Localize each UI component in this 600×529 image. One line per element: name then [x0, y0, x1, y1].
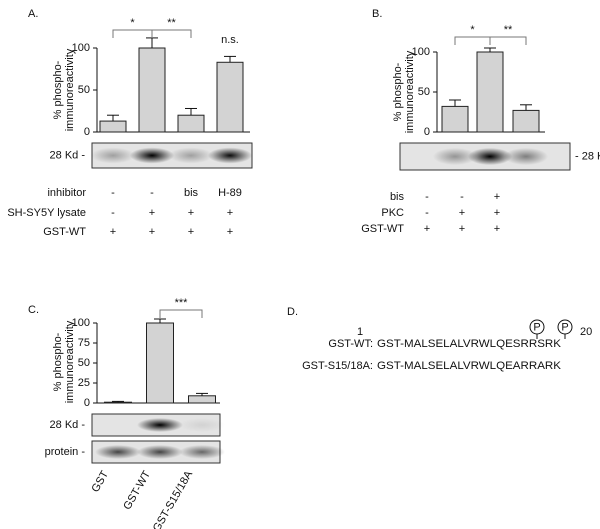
y-axis-label: immunoreactivity	[404, 50, 416, 133]
x-tick-label: GST-WT	[121, 469, 153, 512]
significance-bracket	[112, 29, 153, 38]
condition-value: +	[110, 226, 116, 238]
bar	[104, 401, 132, 404]
residue-start: 1	[357, 326, 363, 338]
condition-value: H-89	[218, 187, 242, 199]
phospho-mark: P	[533, 321, 540, 333]
y-axis-label: immunoreactivity	[64, 320, 76, 403]
blot-band	[503, 147, 549, 166]
condition-label: GST-WT	[43, 226, 86, 238]
bar	[177, 114, 205, 133]
blot-label: - 28 Kd	[575, 150, 600, 162]
y-tick-label: 0	[424, 126, 430, 138]
condition-value: -	[111, 207, 115, 219]
x-tick-label: GST-S15/18A	[151, 468, 196, 529]
annotation: ***	[175, 297, 189, 309]
condition-label: PKC	[381, 207, 404, 219]
bar	[146, 322, 174, 404]
construct-name: GST-WT:	[328, 338, 373, 350]
condition-label: bis	[390, 191, 405, 203]
construct-name: GST-S15/18A:	[302, 360, 373, 372]
condition-label: SH-SY5Y lysate	[7, 207, 86, 219]
blot-band	[467, 147, 513, 166]
blot-band	[90, 147, 136, 164]
y-axis-label: % phospho-	[392, 62, 404, 121]
condition-value: -	[425, 191, 429, 203]
phospho-mark: P	[561, 321, 568, 333]
condition-value: -	[111, 187, 115, 199]
y-tick-label: 75	[78, 337, 90, 349]
significance-bracket	[159, 309, 203, 318]
y-tick-label: 50	[78, 357, 90, 369]
y-axis-label: % phospho-	[52, 60, 64, 119]
y-tick-label: 50	[418, 86, 430, 98]
construct-sequence: GST-MALSELALVRWLQESRRSRK	[377, 338, 562, 350]
bar	[99, 120, 127, 133]
panel-label: C.	[28, 304, 39, 316]
y-tick-label: 100	[72, 317, 90, 329]
y-tick-label: 100	[72, 42, 90, 54]
condition-label: inhibitor	[47, 187, 86, 199]
condition-value: +	[459, 223, 465, 235]
blot-band	[95, 444, 141, 460]
blot-label: protein -	[45, 446, 86, 458]
condition-value: +	[149, 207, 155, 219]
bar	[476, 51, 504, 133]
condition-value: +	[227, 207, 233, 219]
x-tick-label: GST	[89, 469, 111, 495]
y-axis-label: % phospho-	[52, 332, 64, 391]
blot-band	[432, 147, 478, 166]
condition-value: +	[227, 226, 233, 238]
y-tick-label: 50	[78, 84, 90, 96]
condition-value: +	[188, 207, 194, 219]
blot-band	[137, 444, 183, 460]
blot-band	[129, 147, 175, 164]
blot-label: 28 Kd -	[50, 149, 86, 161]
annotation: n.s.	[221, 34, 239, 46]
annotation: **	[167, 17, 176, 29]
condition-value: +	[424, 223, 430, 235]
bar	[216, 61, 244, 133]
y-tick-label: 25	[78, 377, 90, 389]
blot-band	[179, 444, 225, 460]
condition-value: -	[460, 191, 464, 203]
blot-band	[168, 147, 214, 164]
panel-label: A.	[28, 8, 38, 20]
construct-sequence: GST-MALSELALVRWLQEARRARK	[377, 360, 562, 372]
condition-value: +	[494, 223, 500, 235]
significance-bracket	[454, 36, 491, 45]
condition-value: +	[149, 226, 155, 238]
panel-label: D.	[287, 306, 298, 318]
condition-value: +	[494, 191, 500, 203]
condition-value: +	[188, 226, 194, 238]
blot-label: 28 Kd -	[50, 419, 86, 431]
bar	[512, 109, 540, 133]
significance-bracket	[489, 36, 527, 45]
bar	[138, 47, 166, 133]
condition-label: GST-WT	[361, 223, 404, 235]
residue-end: 20	[580, 326, 592, 338]
condition-value: +	[459, 207, 465, 219]
bar	[441, 105, 469, 133]
blot-band	[137, 417, 183, 433]
panel-label: B.	[372, 8, 382, 20]
condition-value: -	[150, 187, 154, 199]
y-tick-label: 0	[84, 126, 90, 138]
condition-value: -	[425, 207, 429, 219]
bar	[188, 395, 216, 404]
y-tick-label: 100	[412, 46, 430, 58]
condition-value: +	[494, 207, 500, 219]
significance-bracket	[151, 29, 192, 38]
annotation: *	[470, 24, 475, 36]
y-axis-label: immunoreactivity	[64, 48, 76, 131]
y-tick-label: 0	[84, 397, 90, 409]
blot-band	[207, 147, 253, 164]
blot-band	[179, 417, 225, 433]
condition-value: bis	[184, 187, 199, 199]
annotation: *	[130, 17, 135, 29]
annotation: **	[504, 24, 513, 36]
